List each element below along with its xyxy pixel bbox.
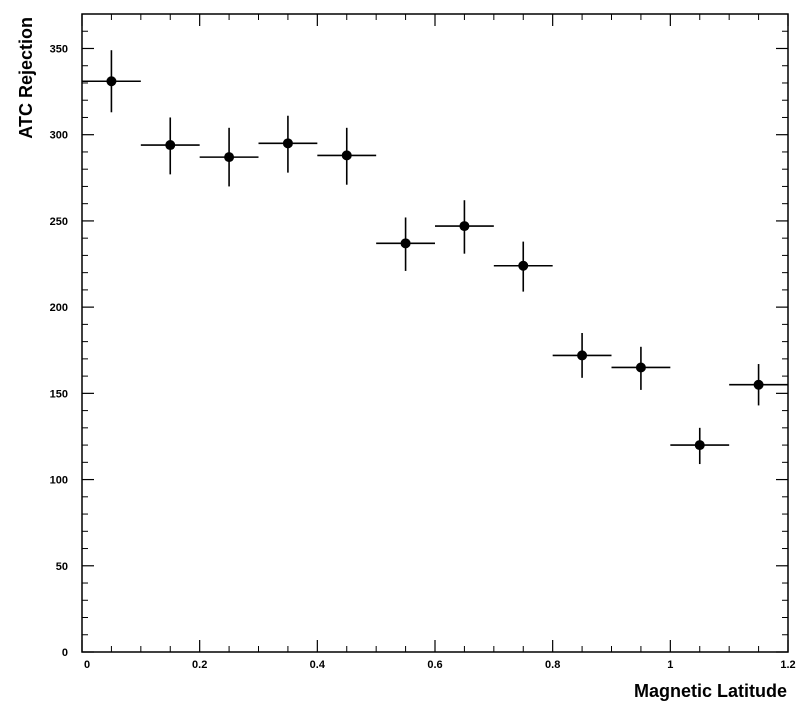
y-tick-label: 150 — [50, 388, 68, 400]
x-tick-label: 0.6 — [427, 659, 442, 671]
data-point — [694, 440, 705, 451]
x-tick-label: 0.2 — [192, 659, 207, 671]
y-tick-label: 0 — [62, 647, 68, 659]
x-tick-label: 0.4 — [310, 659, 326, 671]
data-point — [282, 138, 293, 149]
y-tick-label: 250 — [50, 216, 68, 228]
data-point — [753, 379, 764, 390]
data-point — [459, 221, 470, 232]
data-points — [82, 50, 788, 465]
x-axis: 0 0.2 0.4 0.6 0.8 1 1.2 — [81, 14, 796, 671]
x-tick-label: 0 — [84, 659, 90, 671]
y-tick-label: 50 — [56, 561, 68, 573]
data-point — [635, 362, 646, 373]
data-point — [165, 140, 176, 151]
y-tick-label: 350 — [50, 43, 68, 55]
y-tick-label: 100 — [50, 475, 68, 487]
data-point — [224, 152, 235, 163]
data-point — [400, 238, 411, 249]
x-tick-label: 1 — [667, 659, 673, 671]
data-point — [106, 76, 117, 87]
data-point — [341, 150, 352, 161]
y-axis-title: ATC Rejection — [16, 17, 36, 139]
y-axis: 0 50 100 150 200 250 300 350 — [50, 30, 788, 659]
plot-frame — [81, 13, 789, 653]
y-tick-label: 200 — [50, 302, 68, 314]
x-tick-label: 0.8 — [545, 659, 560, 671]
x-tick-label: 1.2 — [780, 659, 795, 671]
data-point — [577, 350, 588, 361]
x-axis-title: Magnetic Latitude — [634, 681, 787, 701]
data-point — [518, 260, 529, 271]
y-tick-label: 300 — [50, 130, 68, 142]
